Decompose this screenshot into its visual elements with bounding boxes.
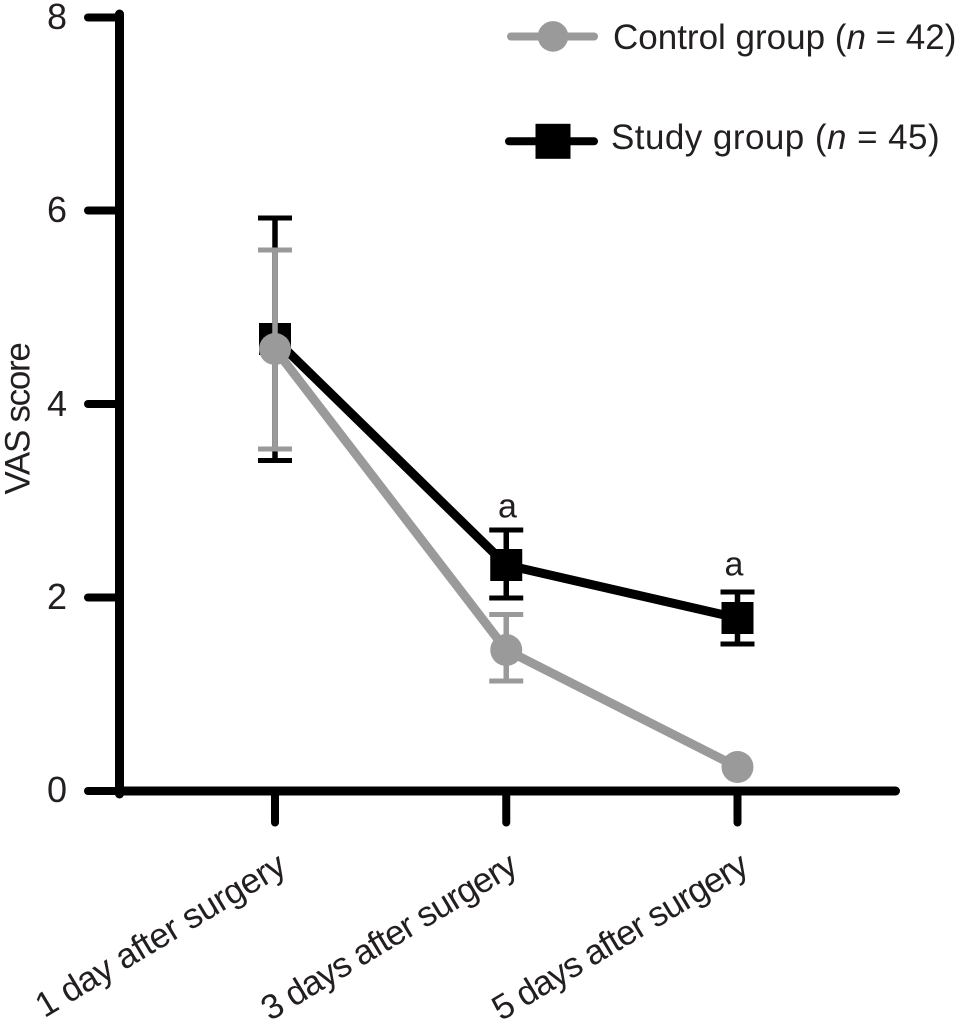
svg-text:8: 8 <box>47 0 67 37</box>
svg-text:4: 4 <box>47 383 67 424</box>
svg-text:a: a <box>498 488 517 526</box>
svg-text:Control group (n = 42): Control group (n = 42) <box>613 18 956 57</box>
svg-text:6: 6 <box>47 189 67 230</box>
svg-text:VAS score: VAS score <box>0 343 38 494</box>
svg-text:Study group (n = 45): Study group (n = 45) <box>611 118 940 157</box>
svg-text:0: 0 <box>47 769 67 810</box>
svg-text:2: 2 <box>47 576 67 617</box>
svg-text:a: a <box>725 546 744 584</box>
